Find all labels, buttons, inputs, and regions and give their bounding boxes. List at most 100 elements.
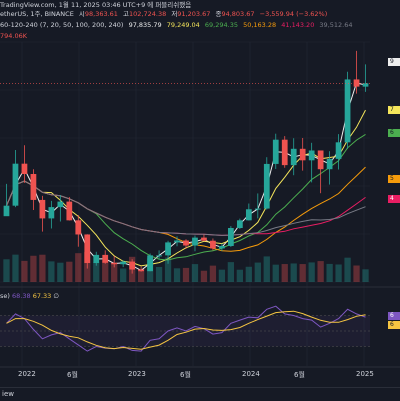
source-text: TradingView.com, 1월 11, 2025 03:46 UTC+9… <box>0 1 192 9</box>
volume-bar <box>39 254 46 282</box>
x-tick-jun-2022: 6월 <box>67 371 78 379</box>
rsi-value-1: 68.38 <box>12 292 31 300</box>
x-tick-2023: 2023 <box>128 370 146 378</box>
candle-body <box>102 254 109 263</box>
candle-body <box>30 174 37 200</box>
volume-bar <box>155 266 163 282</box>
volume-bar <box>164 257 172 282</box>
moving-average-line <box>6 180 366 236</box>
candle-body <box>353 79 360 87</box>
volume-bar <box>308 262 315 282</box>
candle-body <box>362 83 369 87</box>
rsi-label-b: 6 <box>388 321 400 329</box>
volume-bar <box>218 269 226 282</box>
volume-bar <box>173 268 181 282</box>
price-label-3: 6 <box>388 129 400 137</box>
volume-bar <box>66 261 73 282</box>
volume-bar <box>111 262 118 282</box>
volume-bar <box>12 254 19 282</box>
ma-value-1: 97,835.79 <box>128 21 162 29</box>
price-label-2: 7 <box>388 106 400 114</box>
candle-body <box>66 201 73 221</box>
x-tick-jun-2024: 6월 <box>294 371 305 379</box>
footer-bar: iew <box>0 387 400 401</box>
volume-bar <box>182 267 190 282</box>
volume-bar <box>236 269 243 282</box>
candle-body <box>183 240 189 246</box>
open-value: 98,363.61 <box>84 10 118 18</box>
rsi-value-2: 67.33 <box>32 292 52 300</box>
volume-bar <box>245 266 252 282</box>
candle-body <box>299 148 306 161</box>
candle-body <box>75 220 82 235</box>
volume-bar <box>281 264 288 282</box>
rsi-header: se) 68.38 67.33 ∅ <box>0 292 59 300</box>
ma-value-2: 79,249.04 <box>166 21 200 29</box>
x-tick-2022: 2022 <box>18 370 36 378</box>
rsi-ma-line <box>6 310 366 350</box>
volume-bar <box>344 257 351 282</box>
close-label: 종 <box>215 10 222 18</box>
candle-body <box>201 237 207 241</box>
change-value: −3,559.94 (−3.62%) <box>259 10 328 18</box>
volume-bar <box>326 263 333 282</box>
ma-value-5: 41,143.20 <box>281 21 315 29</box>
volume-bar <box>191 264 199 282</box>
candle-body <box>210 240 216 249</box>
x-tick-2024: 2024 <box>242 370 260 378</box>
candle-body <box>317 150 324 170</box>
candle-body <box>156 255 162 257</box>
candle-body <box>228 228 234 246</box>
ma-params: 60-120-240 (7, 20, 50, 100, 200, 240) <box>0 21 124 29</box>
candle-body <box>254 208 261 210</box>
volume-bar <box>209 265 217 282</box>
volume-bar <box>290 263 297 282</box>
candle-body <box>12 163 19 206</box>
candle-body <box>39 199 46 219</box>
volume-value: 794.06K <box>0 32 28 40</box>
rsi-panel <box>0 305 370 352</box>
volume-bar <box>200 270 208 282</box>
volume-bar <box>21 260 28 282</box>
candle-body <box>344 79 351 143</box>
candle-body <box>3 205 10 217</box>
volume-bar <box>137 269 145 282</box>
candle-body <box>290 148 297 166</box>
high-value: 102,724.38 <box>129 10 167 18</box>
chart-source-header: TradingView.com, 1월 11, 2025 03:46 UTC+9… <box>0 1 194 9</box>
volume-bar <box>75 253 82 282</box>
candle-body <box>281 139 288 166</box>
ohlc-header: etherUS, 1주, BINANCE 시98,363.61 고102,724… <box>0 10 330 18</box>
volume-bar <box>362 269 369 282</box>
candle-body <box>263 163 270 209</box>
volume-bar <box>120 268 127 282</box>
candle-body <box>174 240 180 243</box>
candle-body <box>219 246 225 249</box>
volume-bar <box>57 262 64 282</box>
volume-bar <box>272 264 279 282</box>
volume-bar <box>335 264 342 282</box>
volume-bar <box>30 255 37 282</box>
x-tick-jun-2023: 6월 <box>180 371 191 379</box>
ma-value-3: 69,294.35 <box>204 21 238 29</box>
volume-bar <box>227 262 235 282</box>
volume-bar <box>353 265 360 282</box>
candle-body <box>84 234 91 264</box>
candle-body <box>272 139 279 164</box>
low-label: 저 <box>171 10 178 18</box>
rsi-settings-icon[interactable]: ∅ <box>53 292 60 300</box>
rsi-label: se) <box>0 292 10 300</box>
volume-bar <box>102 260 109 282</box>
rsi-label-a: 6 <box>388 312 400 320</box>
price-label-4: 5 <box>388 175 400 183</box>
volume-bar <box>317 261 324 282</box>
rsi-line <box>6 305 366 352</box>
price-label-5: 4 <box>388 195 400 203</box>
volume-bar <box>254 262 261 282</box>
candle-body <box>111 262 118 265</box>
close-value: 94,803.67 <box>221 10 255 18</box>
symbol-label: etherUS, 1주, BINANCE <box>0 10 74 18</box>
volume-bar <box>263 256 270 282</box>
open-label: 시 <box>78 10 85 18</box>
